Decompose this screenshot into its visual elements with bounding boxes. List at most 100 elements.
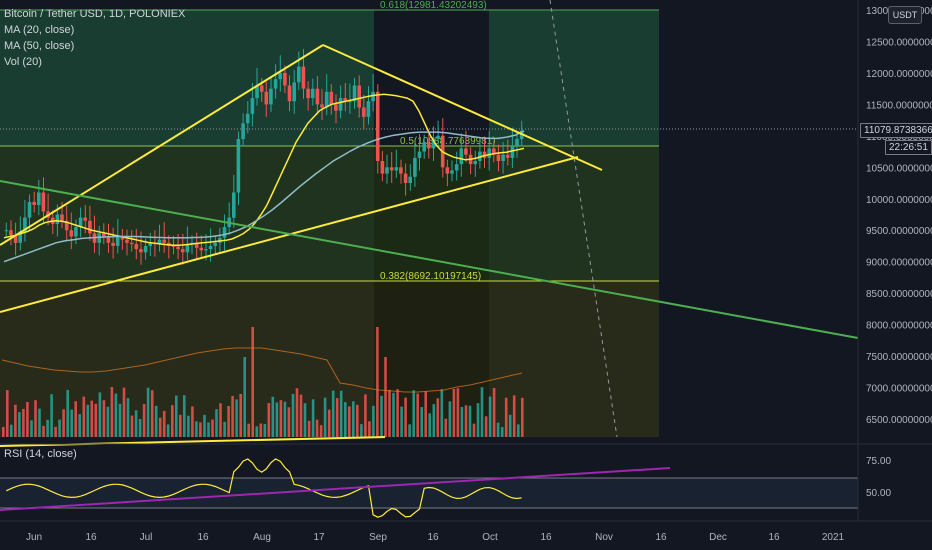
y-tick-label: 10500.00000000 (866, 163, 932, 174)
candle-body (115, 236, 120, 246)
volume-bar (376, 327, 379, 437)
candle-body (13, 235, 18, 243)
candle-body (120, 236, 125, 240)
x-tick-label: Nov (595, 532, 613, 543)
y-tick-label: 10000.00000000 (866, 195, 932, 206)
zone-upper-right (489, 10, 659, 146)
upper-right-trendline (322, 44, 603, 171)
candle-body (55, 214, 60, 224)
volume-bar (352, 401, 355, 437)
x-tick-label: Jul (140, 532, 153, 543)
currency-badge[interactable]: USDT (888, 6, 922, 24)
volume-bar (432, 404, 436, 437)
volume-bar (380, 395, 383, 437)
volume-bar (263, 423, 267, 437)
volume-bar (6, 390, 9, 437)
candle-body (292, 82, 296, 102)
candle-body (362, 107, 366, 117)
candle-body (88, 220, 92, 234)
symbol-title: Bitcoin / Tether USD, 1D, POLONIEX (4, 8, 186, 20)
volume-bar (122, 387, 126, 437)
volume-bar (464, 405, 468, 437)
x-tick-label: Jun (26, 532, 42, 543)
candle-body (515, 139, 519, 146)
candle-body (389, 167, 394, 171)
volume-bar (162, 410, 166, 437)
candle-body (417, 151, 422, 158)
volume-bar (484, 416, 488, 437)
ma50-legend: MA (50, close) (4, 40, 75, 52)
x-tick-label: 16 (768, 532, 780, 543)
volume-bar (335, 398, 339, 437)
y-tick-label: 7000.00000000 (866, 384, 932, 395)
volume-bar (22, 408, 25, 437)
rsi-legend: RSI (14, close) (4, 448, 77, 460)
ma50-line (3, 130, 525, 263)
candle-body (69, 230, 74, 237)
candle-body (245, 113, 250, 124)
candle-body (473, 161, 477, 165)
candle-body (171, 246, 176, 247)
volume-bar (235, 399, 238, 437)
x-tick-label: 17 (313, 532, 325, 543)
volume-bar (26, 402, 29, 437)
volume-bar (404, 397, 407, 437)
volume-bar (30, 420, 33, 437)
volume-bar (319, 425, 323, 437)
candle-body (501, 154, 505, 161)
volume-bar (187, 415, 190, 437)
candle-body (352, 85, 357, 102)
candle-body (64, 220, 69, 231)
volume-bar (424, 391, 427, 437)
volume-bar (54, 426, 57, 437)
volume-bar (231, 396, 234, 437)
volume-bar (183, 395, 186, 437)
volume-bar (70, 409, 73, 437)
volume-bar (239, 394, 242, 437)
volume-bar (348, 406, 351, 437)
volume-bar (130, 415, 134, 437)
volume-bar (428, 413, 431, 437)
candle-body (394, 167, 399, 171)
volume-bar (158, 417, 162, 437)
x-tick-label: Dec (709, 532, 727, 543)
y-tick-label: 7500.00000000 (866, 352, 932, 363)
fib-label: 0.5(10888.77639981) (400, 136, 496, 147)
volume-bar (118, 403, 122, 437)
candle-body (482, 151, 487, 158)
candle-body (287, 85, 292, 102)
candle-body (83, 217, 87, 221)
volume-bar (436, 398, 440, 437)
x-tick-label: 16 (85, 532, 97, 543)
candle-body (259, 85, 264, 92)
candle-body (208, 246, 213, 250)
volume-bar (166, 424, 170, 437)
volume-bar (440, 389, 444, 437)
candle-body (273, 79, 278, 89)
volume-bar (259, 423, 263, 437)
fib-label: 0.618(12981.43202493) (380, 0, 487, 11)
volume-bar (327, 409, 331, 437)
candle-body (427, 142, 431, 149)
candle-body (143, 246, 148, 253)
volume-bar (215, 409, 218, 437)
x-tick-label: 16 (427, 532, 439, 543)
volume-bar (392, 392, 395, 437)
x-tick-label: 2021 (822, 532, 845, 543)
volume-bar (512, 395, 516, 437)
volume-bar (521, 397, 524, 437)
volume-bar (496, 422, 500, 437)
candle-body (431, 139, 436, 149)
volume-bar (38, 408, 41, 437)
volume-bar (138, 419, 142, 437)
candle-body (185, 244, 190, 253)
ma20-legend: MA (20, close) (4, 24, 75, 36)
volume-bar (86, 404, 90, 437)
volume-bar (207, 422, 210, 437)
green-trendline (0, 180, 859, 339)
volume-bar (247, 423, 250, 437)
last-price-tag: 11079.87383662 (860, 123, 932, 138)
candle-body (450, 170, 454, 174)
rsi-tick-label: 50.00 (866, 488, 891, 499)
